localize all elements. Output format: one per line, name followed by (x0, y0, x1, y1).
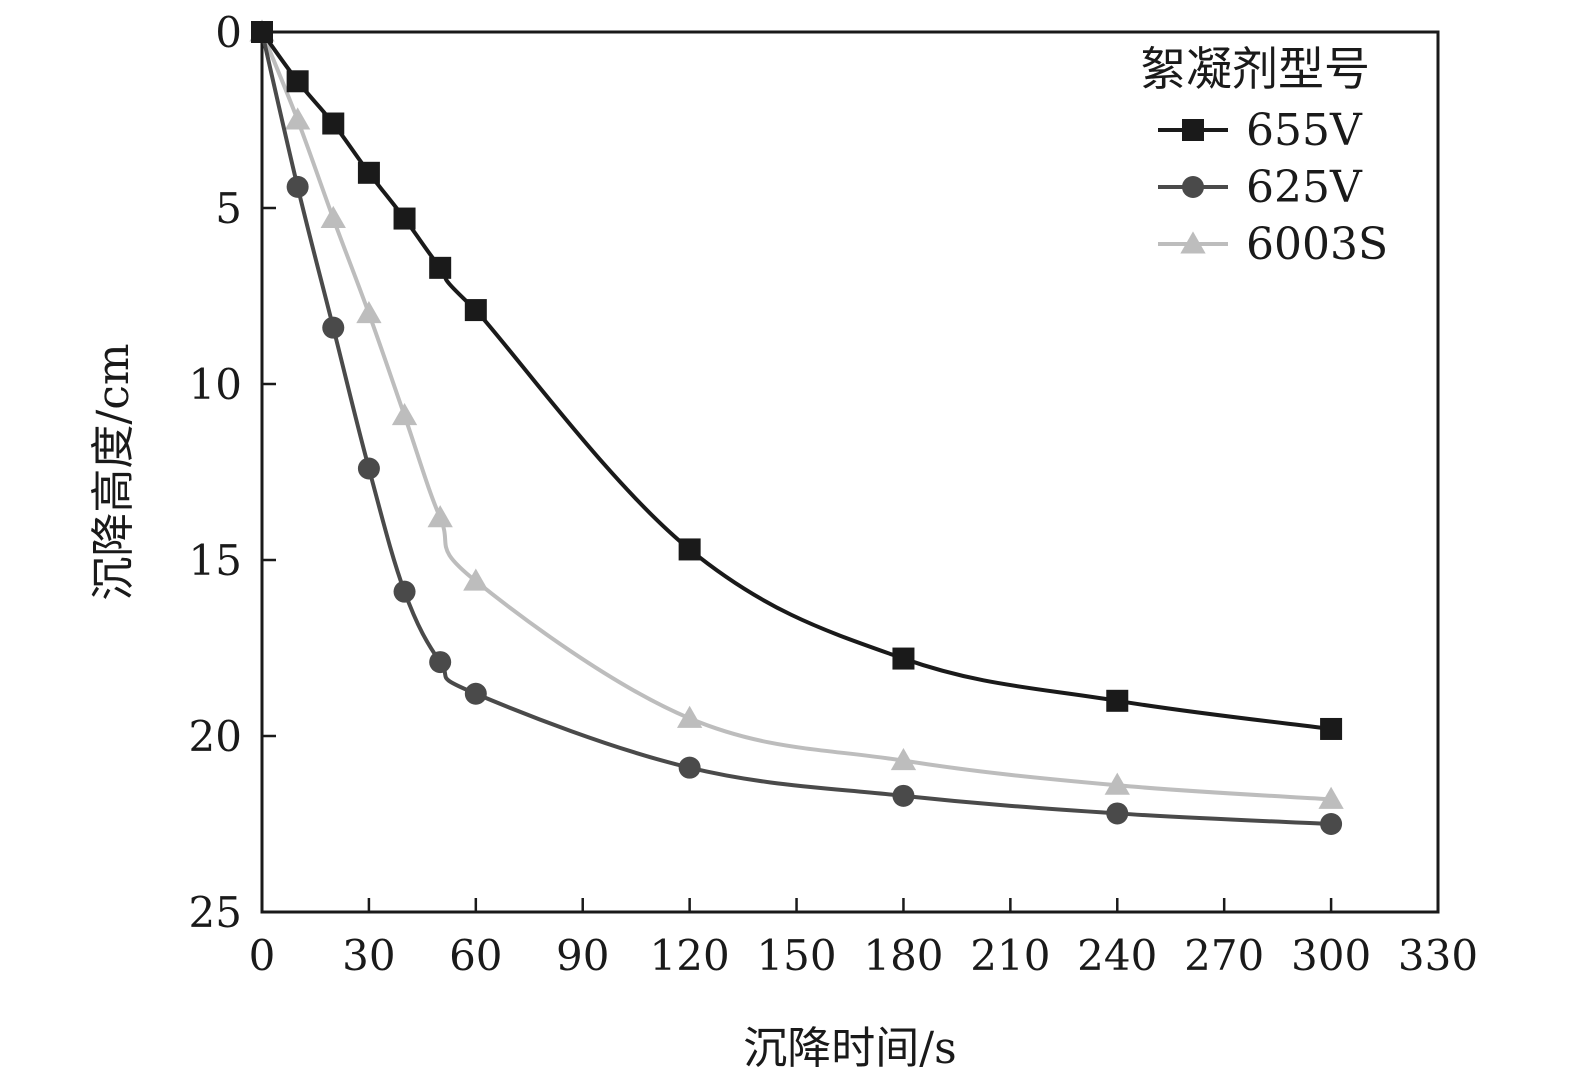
legend-marker (1182, 119, 1204, 141)
legend-label: 625V (1246, 162, 1363, 213)
x-tick-label: 150 (756, 931, 836, 980)
data-point (1106, 689, 1129, 712)
x-tick-label: 180 (863, 931, 943, 980)
data-point (393, 580, 416, 603)
y-axis: 0 5 10 15 20 25 (189, 8, 276, 937)
y-tick-label: 5 (215, 184, 242, 233)
data-point (429, 256, 452, 279)
data-point (1320, 717, 1343, 740)
data-point (463, 568, 489, 591)
data-point (356, 300, 382, 324)
x-tick-label: 60 (449, 931, 502, 980)
data-point (320, 205, 346, 229)
y-tick-label: 0 (215, 8, 242, 57)
plot-frame (260, 30, 1440, 914)
data-point (427, 505, 453, 528)
data-point (322, 112, 345, 135)
data-point (251, 21, 273, 43)
data-point (1104, 772, 1130, 795)
series-line (260, 31, 1332, 802)
y-tick-label: 20 (189, 712, 242, 761)
data-point (676, 705, 703, 728)
series-6003S (249, 19, 1344, 809)
legend-title: 絮凝剂型号 (1140, 42, 1370, 96)
data-point (322, 316, 345, 339)
data-point (391, 403, 418, 426)
series-line (260, 31, 1332, 826)
data-point (464, 299, 487, 322)
x-axis: 0 30 60 90 120 150 180 210 240 270 300 330 (249, 898, 1478, 980)
legend-item-6003S: 6003S (1158, 219, 1388, 270)
data-point (357, 161, 380, 184)
series-625V (251, 21, 1343, 835)
data-point (286, 70, 309, 93)
data-point (1106, 802, 1129, 825)
data-point (429, 651, 452, 674)
y-tick-label: 15 (189, 536, 242, 585)
data-point (1318, 786, 1344, 809)
x-tick-label: 120 (650, 931, 730, 980)
data-point (892, 647, 915, 670)
x-tick-label: 300 (1291, 931, 1371, 980)
data-point (1320, 813, 1343, 835)
data-point (284, 107, 311, 130)
series-line (260, 30, 1332, 731)
legend-items: 655V 625V 6003S (1158, 105, 1388, 270)
legend-item-655V: 655V (1158, 105, 1363, 156)
x-tick-label: 90 (556, 931, 609, 980)
data-point (890, 747, 917, 771)
legend: 絮凝剂型号 655V 625V 6003S (1140, 42, 1388, 270)
legend-label: 655V (1246, 105, 1363, 156)
data-point (678, 538, 701, 561)
data-point (678, 756, 701, 779)
x-tick-label: 210 (970, 931, 1050, 980)
legend-item-625V: 625V (1158, 162, 1363, 213)
series-655V (251, 21, 1343, 740)
series-layer (249, 19, 1344, 835)
x-axis-title: 沉降时间/s (743, 1023, 956, 1074)
y-tick-label: 25 (189, 888, 242, 937)
data-point (892, 784, 915, 807)
legend-marker (1182, 176, 1204, 198)
y-axis-title: 沉降高度/cm (88, 343, 139, 600)
data-point (393, 207, 416, 230)
legend-label: 6003S (1246, 219, 1388, 270)
data-point (286, 175, 309, 198)
y-tick-label: 10 (189, 360, 242, 409)
x-tick-label: 330 (1398, 931, 1478, 980)
legend-marker (1180, 231, 1206, 254)
x-tick-label: 270 (1184, 931, 1264, 980)
x-tick-label: 240 (1077, 931, 1157, 980)
data-point (464, 682, 487, 705)
x-tick-label: 30 (342, 931, 395, 980)
data-point (357, 457, 380, 480)
x-tick-label: 0 (249, 931, 276, 980)
